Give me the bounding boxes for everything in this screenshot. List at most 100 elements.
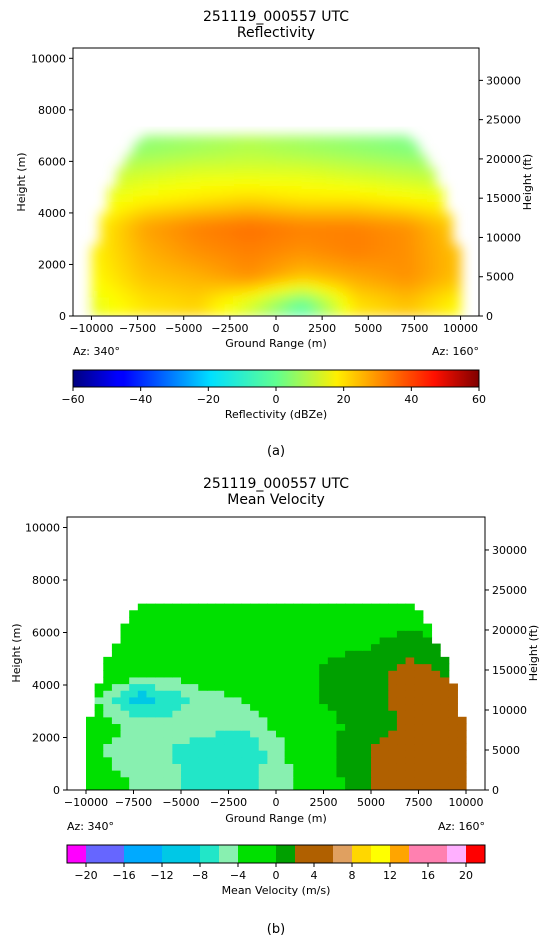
field-cell [91, 296, 101, 304]
field-cell [284, 690, 294, 698]
field-cell [250, 743, 260, 751]
field-cell [166, 290, 176, 298]
field-cell [405, 776, 415, 784]
field-cell [181, 716, 191, 725]
field-cell [353, 696, 363, 705]
y-tick-label: 8000 [38, 104, 66, 117]
field-cell [435, 232, 445, 240]
field-cell [276, 610, 286, 618]
field-cell [137, 623, 148, 631]
field-cell [301, 219, 311, 227]
field-cell [120, 650, 130, 658]
colorbar-segment [428, 845, 448, 863]
field-cell [181, 676, 191, 685]
field-cell [410, 232, 420, 240]
field-cell [267, 623, 277, 631]
field-cell [267, 650, 277, 658]
field-cell [217, 212, 227, 220]
field-cell [301, 303, 311, 311]
field-cell [292, 200, 302, 208]
field-cell [91, 258, 101, 266]
field-cell [418, 251, 428, 259]
field-cell [242, 270, 252, 278]
field-cell [198, 676, 208, 685]
field-cell [405, 716, 415, 725]
field-cell [267, 616, 277, 625]
field-cell [103, 763, 113, 771]
field-cell [385, 251, 395, 259]
field-cell [146, 756, 156, 764]
x-tick-label: −10000 [64, 796, 108, 809]
field-cell [141, 277, 151, 285]
field-cell [108, 219, 118, 227]
field-cell [172, 736, 182, 745]
field-cell [225, 180, 235, 188]
field-cell [435, 264, 445, 272]
field-cell [267, 756, 277, 764]
field-cell [292, 264, 302, 272]
field-cell [175, 200, 185, 208]
field-cell [267, 743, 277, 751]
field-cell [181, 610, 191, 618]
field-cell [345, 676, 355, 685]
field-cell [351, 174, 361, 182]
field-cell [175, 187, 185, 195]
field-cell [217, 206, 227, 214]
field-cell [379, 756, 389, 764]
field-cell [301, 232, 311, 240]
field-cell [120, 690, 130, 698]
field-cell [334, 283, 344, 291]
field-cell [336, 716, 346, 725]
field-cell [225, 245, 235, 253]
field-cell [192, 180, 202, 188]
field-cell [206, 703, 217, 711]
field-cell [137, 663, 148, 671]
field-cell [317, 277, 327, 285]
field-cell [103, 656, 113, 665]
field-cell [334, 187, 344, 195]
field-cell [448, 750, 458, 758]
field-cell [431, 663, 441, 671]
field-cell [125, 283, 134, 291]
field-cell [351, 251, 361, 259]
colorbar-segment [352, 845, 372, 863]
field-cell [206, 630, 217, 638]
field-cell [292, 225, 302, 233]
field-cell [317, 296, 327, 304]
field-cell [319, 736, 329, 745]
field-cell [215, 736, 225, 745]
field-cell [396, 630, 407, 638]
field-cell [200, 277, 210, 285]
field-cell [410, 206, 420, 214]
field-cell [309, 148, 319, 156]
field-cell [292, 303, 302, 311]
field-cell [258, 703, 268, 711]
field-cell [379, 730, 389, 738]
field-cell [426, 296, 436, 304]
field-cell [86, 716, 96, 725]
field-cell [158, 193, 168, 201]
field-cell [284, 309, 294, 316]
field-cell [225, 142, 235, 150]
field-cell [284, 703, 294, 711]
field-cell [232, 683, 243, 691]
field-cell [232, 623, 243, 631]
field-cell [234, 309, 244, 316]
field-cell [276, 636, 286, 645]
field-cell [431, 696, 441, 705]
field-cell [217, 258, 227, 266]
field-cell [259, 193, 269, 201]
field-cell [353, 716, 363, 725]
field-cell [133, 270, 143, 278]
field-cell [345, 776, 355, 784]
field-cell [137, 743, 148, 751]
field-cell [301, 251, 311, 259]
field-cell [192, 148, 202, 156]
field-cell [116, 187, 126, 195]
field-cell [166, 303, 176, 311]
field-cell [155, 716, 165, 725]
field-cell [150, 238, 160, 246]
field-cell [414, 630, 424, 638]
field-cell [215, 770, 225, 778]
